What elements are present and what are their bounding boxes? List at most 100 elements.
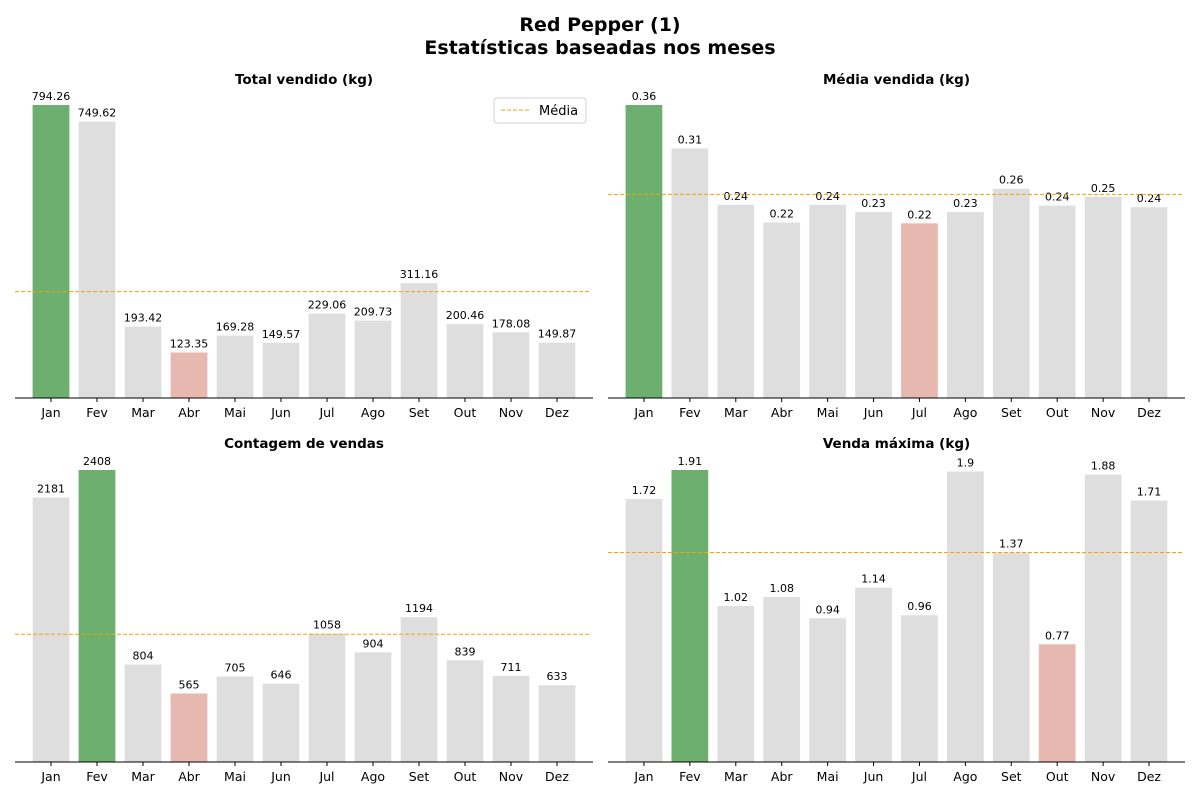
bar-value-label: 1.08 xyxy=(769,582,794,595)
bar-fev xyxy=(78,470,116,762)
bar-nov xyxy=(1084,474,1122,762)
x-tick-label: Mai xyxy=(224,405,246,420)
chart-panel-4: Venda máxima (kg) 1.72 Jan 1.91 Fev 1.02 Mar 1.… xyxy=(608,436,1185,784)
bar-value-label: 2181 xyxy=(37,483,65,496)
bar-value-label: 904 xyxy=(363,637,384,650)
bar-mai xyxy=(216,335,254,398)
x-tick-label: Ago xyxy=(361,405,385,420)
legend-box xyxy=(493,97,587,124)
bar-dez xyxy=(1130,207,1168,398)
bar-value-label: 1.72 xyxy=(632,484,657,497)
bar-value-label: 1058 xyxy=(313,619,341,632)
x-tick-label: Ago xyxy=(953,769,977,784)
bar-fev xyxy=(78,121,116,398)
bar-value-label: 311.16 xyxy=(400,268,439,281)
bar-value-label: 0.24 xyxy=(724,190,749,203)
bar-value-label: 0.36 xyxy=(632,90,657,103)
bar-value-label: 0.24 xyxy=(1137,192,1162,205)
bar-value-label: 0.23 xyxy=(953,197,978,210)
chart-title: Média vendida (kg) xyxy=(823,72,970,88)
bar-value-label: 0.24 xyxy=(1045,191,1070,204)
bar-dez xyxy=(1130,500,1168,762)
bar-value-label: 1.37 xyxy=(999,538,1024,551)
x-tick-label: Dez xyxy=(545,769,569,784)
x-tick-label: Jul xyxy=(911,769,927,784)
x-tick-label: Out xyxy=(454,405,477,420)
x-tick-label: Mai xyxy=(817,405,839,420)
bar-value-label: 1.88 xyxy=(1091,460,1116,473)
x-tick-label: Ago xyxy=(361,769,385,784)
bar-value-label: 209.73 xyxy=(354,306,393,319)
bar-fev xyxy=(671,470,709,762)
bar-value-label: 229.06 xyxy=(308,299,347,312)
bar-jun xyxy=(855,212,892,398)
bar-jan xyxy=(625,105,663,398)
x-tick-label: Dez xyxy=(1137,405,1161,420)
bar-value-label: 193.42 xyxy=(124,312,163,325)
bar-abr xyxy=(763,596,801,762)
bar-abr xyxy=(763,222,801,398)
x-tick-label: Ago xyxy=(953,405,977,420)
bar-value-label: 705 xyxy=(225,662,246,675)
bar-value-label: 804 xyxy=(133,650,154,663)
bar-set xyxy=(992,552,1030,762)
x-tick-label: Abr xyxy=(178,405,200,420)
bar-mai xyxy=(216,676,254,762)
bar-value-label: 1.91 xyxy=(678,455,703,468)
bar-jun xyxy=(262,342,300,398)
bar-value-label: 1.71 xyxy=(1137,486,1162,499)
bar-mai xyxy=(809,618,846,762)
x-tick-label: Jan xyxy=(633,405,653,420)
legend-label: Média xyxy=(539,104,578,119)
bar-set xyxy=(400,283,438,398)
bar-ago xyxy=(947,212,984,398)
x-tick-label: Mar xyxy=(131,769,155,784)
bar-mar xyxy=(717,204,755,398)
bar-value-label: 2408 xyxy=(83,455,111,468)
bar-value-label: 794.26 xyxy=(32,90,71,103)
bar-dez xyxy=(538,685,576,762)
bar-out xyxy=(1038,644,1076,762)
bar-value-label: 0.22 xyxy=(769,208,794,221)
bar-fev xyxy=(671,148,709,398)
bar-mar xyxy=(124,664,162,762)
x-tick-label: Jun xyxy=(270,769,291,784)
bar-value-label: 149.87 xyxy=(538,328,577,341)
bar-value-label: 1.14 xyxy=(861,573,886,586)
x-tick-label: Set xyxy=(1001,769,1022,784)
bar-mar xyxy=(717,606,755,762)
bar-out xyxy=(446,324,484,398)
x-tick-label: Nov xyxy=(499,405,524,420)
bar-value-label: 839 xyxy=(455,645,476,658)
x-tick-label: Jun xyxy=(270,405,291,420)
bar-jul xyxy=(308,313,346,398)
bar-value-label: 0.77 xyxy=(1045,629,1070,642)
x-tick-label: Set xyxy=(409,405,430,420)
x-tick-label: Fev xyxy=(86,405,108,420)
x-tick-label: Mai xyxy=(817,769,839,784)
x-tick-label: Dez xyxy=(1137,769,1161,784)
bar-value-label: 0.23 xyxy=(861,197,886,210)
bar-nov xyxy=(492,332,530,398)
chart-title: Contagem de vendas xyxy=(224,436,384,452)
bar-value-label: 0.31 xyxy=(678,133,703,146)
bar-jul xyxy=(901,615,938,762)
bar-nov xyxy=(492,675,530,762)
bar-jun xyxy=(855,587,892,762)
x-tick-label: Jun xyxy=(863,405,884,420)
x-tick-label: Jan xyxy=(40,769,60,784)
bar-value-label: 149.57 xyxy=(262,328,301,341)
x-tick-label: Dez xyxy=(545,405,569,420)
x-tick-label: Jan xyxy=(40,405,60,420)
bar-mar xyxy=(124,326,162,398)
bar-value-label: 0.26 xyxy=(999,174,1024,187)
bar-out xyxy=(1038,205,1076,398)
bar-set xyxy=(992,188,1030,398)
bar-value-label: 1.9 xyxy=(957,457,975,470)
x-tick-label: Jan xyxy=(633,769,653,784)
x-tick-label: Mai xyxy=(224,769,246,784)
chart-panel-3: Contagem de vendas 2181 Jan 2408 Fev 804 Mar 56… xyxy=(15,436,593,784)
x-tick-label: Set xyxy=(1001,405,1022,420)
bar-value-label: 178.08 xyxy=(492,317,531,330)
